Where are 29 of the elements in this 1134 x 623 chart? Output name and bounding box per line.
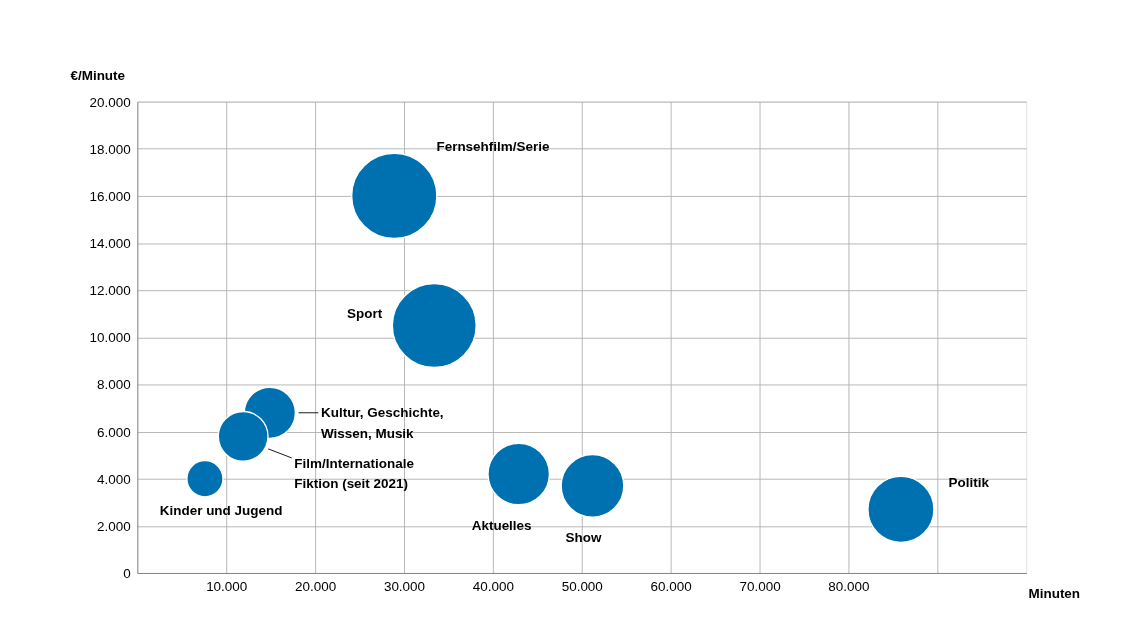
y-tick-label: 0 (123, 565, 131, 581)
y-tick-label: 14.000 (89, 236, 131, 252)
series-label: Aktuelles (471, 517, 532, 533)
x-tick-label: 70.000 (739, 579, 781, 595)
y-tick-label: 4.000 (96, 471, 131, 487)
x-tick-label: 40.000 (472, 579, 514, 595)
series-label: Politik (948, 474, 990, 490)
x-tick-label: 10.000 (206, 579, 248, 595)
x-tick-label: 50.000 (561, 579, 603, 595)
y-axis-title: €/Minute (70, 67, 126, 83)
x-axis-title: Minuten (1028, 585, 1081, 601)
series-label: Kultur, Geschichte, Wissen, Musik (320, 405, 444, 441)
y-tick-label: 16.000 (89, 188, 131, 204)
series-label: Sport (347, 306, 383, 322)
x-tick-label: 30.000 (383, 579, 426, 595)
series-label: Fernsehfilm/Serie (436, 139, 550, 155)
y-tick-label: 20.000 (89, 94, 131, 110)
y-tick-label: 12.000 (89, 283, 131, 299)
y-tick-label: 18.000 (89, 141, 131, 157)
y-tick-label: 2.000 (96, 518, 131, 534)
series-label: Show (565, 530, 602, 546)
x-tick-label: 20.000 (295, 579, 337, 595)
text: Film/Internationale Fiktion (seit 2021) (294, 455, 415, 492)
x-tick-label: 80.000 (828, 579, 870, 595)
x-tick-label: 60.000 (650, 579, 692, 595)
y-tick-label: 8.000 (96, 377, 131, 393)
y-tick-label: 6.000 (96, 424, 131, 440)
y-tick-label: 10.000 (89, 330, 131, 346)
series-label: Kinder und Jugend (159, 502, 283, 518)
